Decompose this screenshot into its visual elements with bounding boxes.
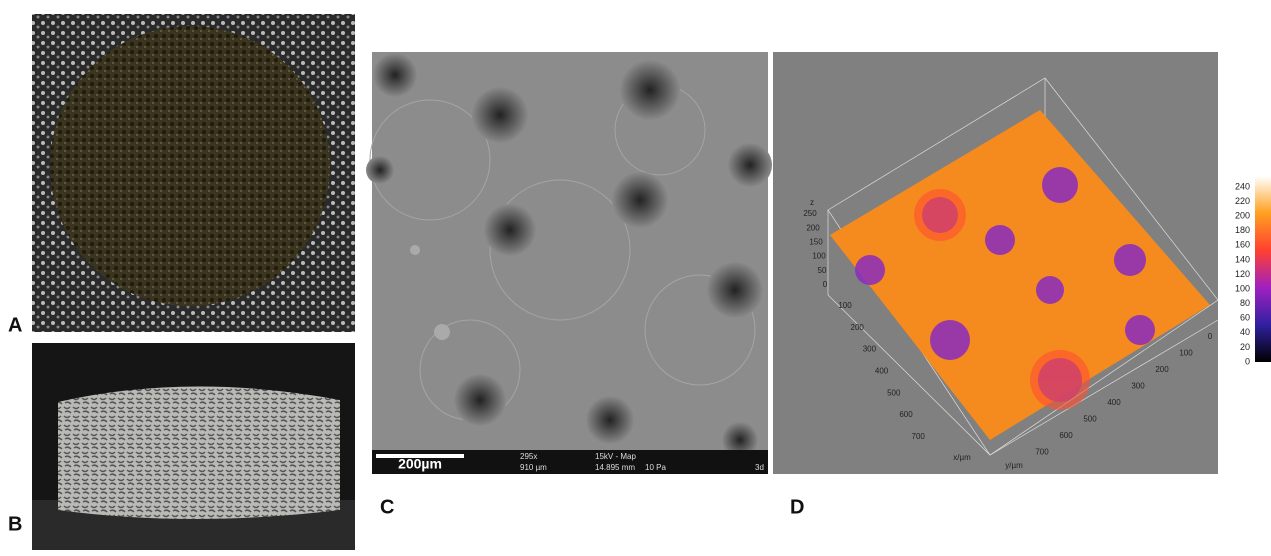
- panel-label: A: [8, 314, 22, 336]
- y-tick-label: 700: [1035, 448, 1049, 457]
- colorbar-tick-label: 220: [1235, 196, 1250, 206]
- axis-title: z: [810, 198, 814, 207]
- axis-title: x/µm: [953, 453, 971, 462]
- y-tick-label: 100: [1179, 349, 1193, 358]
- figure: A B 200µm 295x 910 µm 15kV - Map 14.895 …: [0, 0, 1271, 556]
- panel-label: C: [380, 496, 394, 518]
- info-text: 3d: [755, 463, 764, 472]
- x-tick-label: 100: [838, 301, 852, 310]
- y-tick-label: 300: [1131, 382, 1145, 391]
- colorbar-tick-label: 40: [1240, 327, 1250, 337]
- colorbar-tick-label: 240: [1235, 181, 1250, 191]
- colorbar-tick-label: 80: [1240, 298, 1250, 308]
- z-tick-label: 250: [803, 209, 817, 218]
- scale-bar-label: 200µm: [398, 456, 442, 472]
- z-tick-label: 200: [806, 223, 820, 232]
- y-tick-label: 200: [1155, 365, 1169, 374]
- info-text: 10 Pa: [645, 463, 666, 472]
- x-tick-label: 400: [875, 367, 889, 376]
- y-tick-label: 600: [1059, 431, 1073, 440]
- z-tick-label: 50: [818, 266, 827, 275]
- x-tick-label: 200: [851, 323, 865, 332]
- x-tick-label: 300: [863, 345, 877, 354]
- info-text: 14.895 mm: [595, 463, 635, 472]
- y-tick-label: 500: [1083, 415, 1097, 424]
- z-tick-label: 0: [823, 280, 828, 289]
- z-tick-label: 150: [809, 238, 823, 247]
- colorbar-tick-label: 20: [1240, 342, 1250, 352]
- surface-plot: [773, 52, 1271, 474]
- panel-label: D: [790, 496, 804, 518]
- sem-image: [366, 52, 772, 474]
- colorbar-tick-label: 0: [1245, 356, 1250, 366]
- colorbar-tick-label: 180: [1235, 225, 1250, 235]
- y-tick-label: 0: [1208, 332, 1213, 341]
- colorbar-tick-label: 60: [1240, 313, 1250, 323]
- y-tick-label: 400: [1107, 398, 1121, 407]
- info-text: 15kV - Map: [595, 452, 636, 461]
- photo-side: [32, 343, 355, 550]
- colorbar-tick-label: 200: [1235, 211, 1250, 221]
- photo-top: [32, 14, 355, 332]
- z-tick-label: 100: [812, 252, 826, 261]
- colorbar-tick-label: 140: [1235, 254, 1250, 264]
- x-tick-label: 700: [912, 432, 926, 441]
- axis-title: y/µm: [1005, 461, 1023, 470]
- colorbar-tick-label: 120: [1235, 269, 1250, 279]
- info-text: 295x: [520, 452, 537, 461]
- panel-label: B: [8, 513, 22, 535]
- colorbar-tick-label: 160: [1235, 240, 1250, 250]
- info-text: 910 µm: [520, 463, 547, 472]
- x-tick-label: 500: [887, 388, 901, 397]
- x-tick-label: 600: [899, 410, 913, 419]
- colorbar-tick-label: 100: [1235, 283, 1250, 293]
